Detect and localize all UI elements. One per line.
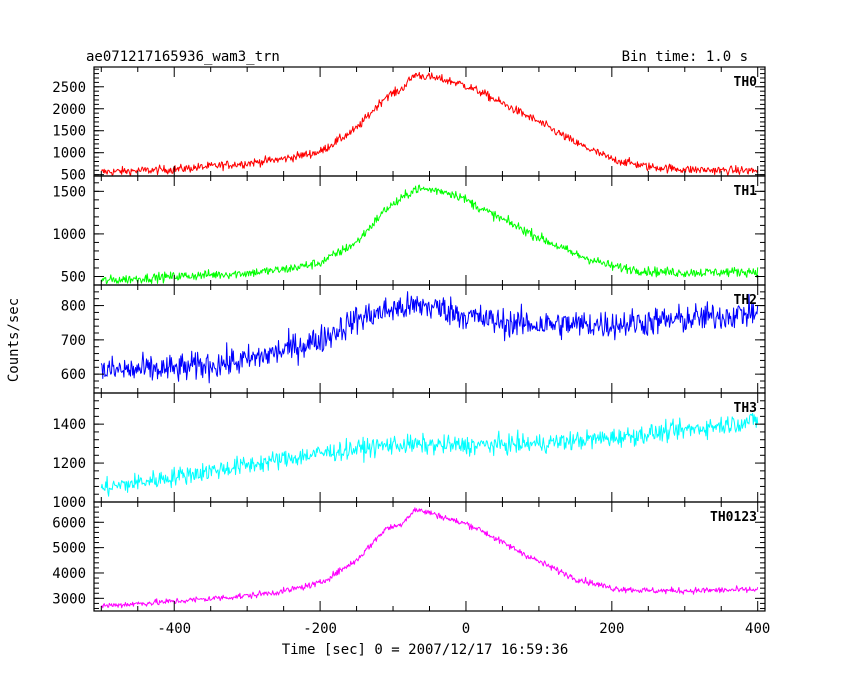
panel-th1: 500 1000 1500 TH1 xyxy=(52,175,766,286)
panel-th0123: 3000 4000 5000 6000 TH0123 xyxy=(52,501,766,612)
y-tick-label: 1500 xyxy=(52,184,86,200)
y-tick-label: 4000 xyxy=(52,566,86,582)
y-tick-label: 2000 xyxy=(52,102,86,118)
x-tick-label: 0 xyxy=(462,621,470,637)
y-tick-label: 1200 xyxy=(52,456,86,472)
x-tick-label: -400 xyxy=(157,621,191,637)
series-th2 xyxy=(100,291,759,384)
panel-label-th2: TH2 xyxy=(734,293,757,308)
x-axis: -400 -200 0 200 400 xyxy=(157,621,770,637)
panel-frame xyxy=(93,66,766,177)
figure-title: ae071217165936_wam3_trn xyxy=(86,49,280,65)
panel-frame xyxy=(93,175,766,286)
y-tick-label: 1000 xyxy=(52,227,86,243)
panel-th2: 600 700 800 TH2 xyxy=(61,284,766,394)
panel-frame xyxy=(93,501,766,612)
y-tick-label: 700 xyxy=(61,333,86,349)
series-th0123 xyxy=(100,507,759,609)
bin-time-label: Bin time: 1.0 s xyxy=(622,49,748,65)
y-tick-label: 1500 xyxy=(52,124,86,140)
panel-label-th0: TH0 xyxy=(734,75,758,90)
x-tick-label: -200 xyxy=(303,621,337,637)
panel-th0: 500 1000 1500 2000 2500 TH0 xyxy=(52,66,766,184)
y-axis-label: Counts/sec xyxy=(6,298,22,382)
y-tick-label: 1000 xyxy=(52,146,86,162)
y-tick-label: 1000 xyxy=(52,495,86,511)
series-th1 xyxy=(100,184,759,285)
x-axis-label: Time [sec] 0 = 2007/12/17 16:59:36 xyxy=(282,642,569,658)
panel-th3: 1000 1200 1400 TH3 xyxy=(52,392,766,511)
panel-frame xyxy=(93,284,766,394)
y-tick-label: 800 xyxy=(61,299,86,315)
series-th0 xyxy=(100,71,759,176)
x-tick-label: 400 xyxy=(745,621,770,637)
y-tick-label: 500 xyxy=(61,269,86,285)
panel-frame xyxy=(93,392,766,503)
y-tick-label: 2500 xyxy=(52,80,86,96)
y-tick-label: 1400 xyxy=(52,417,86,433)
panels: 500 1000 1500 2000 2500 TH0 500 1000 1500 TH1 600 7… xyxy=(52,66,766,612)
panel-label-th3: TH3 xyxy=(734,401,757,416)
y-tick-label: 3000 xyxy=(52,591,86,607)
y-tick-label: 600 xyxy=(61,367,86,383)
series-th3 xyxy=(100,412,759,497)
panel-label-th0123: TH0123 xyxy=(710,510,757,525)
y-tick-label: 5000 xyxy=(52,541,86,557)
panel-label-th1: TH1 xyxy=(734,184,758,199)
x-tick-label: 200 xyxy=(599,621,624,637)
y-tick-label: 6000 xyxy=(52,515,86,531)
y-tick-label: 500 xyxy=(61,168,86,184)
